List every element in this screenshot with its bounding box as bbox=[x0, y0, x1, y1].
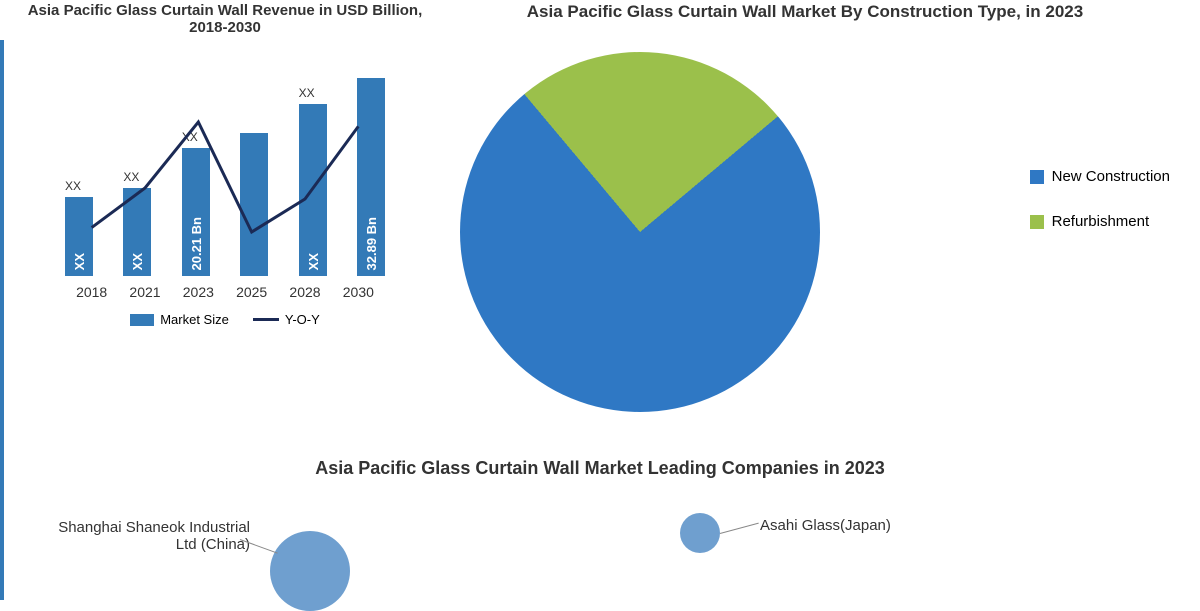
pie-legend-refurb-label: Refurbishment bbox=[1052, 213, 1150, 230]
bubble-title: Asia Pacific Glass Curtain Wall Market L… bbox=[20, 458, 1180, 479]
company-bubble bbox=[680, 513, 720, 553]
legend-yoy-label: Y-O-Y bbox=[285, 312, 320, 327]
legend-market-size: Market Size bbox=[130, 312, 229, 327]
x-tick-label: 2023 bbox=[174, 284, 222, 300]
company-label: Shanghai Shaneok Industrial Ltd (China) bbox=[50, 519, 250, 553]
legend-yoy: Y-O-Y bbox=[253, 312, 320, 327]
x-tick-label: 2021 bbox=[121, 284, 169, 300]
swatch-bar-icon bbox=[130, 314, 154, 326]
x-tick-label: 2030 bbox=[334, 284, 382, 300]
x-tick-label: 2025 bbox=[228, 284, 276, 300]
swatch-line-icon bbox=[253, 318, 279, 321]
bubble-chart: Shanghai Shaneok Industrial Ltd (China) A… bbox=[20, 491, 1180, 601]
swatch-refurb-icon bbox=[1030, 215, 1044, 229]
legend-market-size-label: Market Size bbox=[160, 312, 229, 327]
bar-chart-panel: Asia Pacific Glass Curtain Wall Revenue … bbox=[20, 0, 430, 450]
pie-legend-new: New Construction bbox=[1030, 168, 1170, 185]
bar-chart-title: Asia Pacific Glass Curtain Wall Revenue … bbox=[20, 2, 430, 36]
pie-wrap bbox=[460, 52, 820, 412]
company-label: Asahi Glass(Japan) bbox=[760, 517, 940, 534]
x-tick-label: 2028 bbox=[281, 284, 329, 300]
top-row: Asia Pacific Glass Curtain Wall Revenue … bbox=[20, 0, 1180, 450]
company-bubble bbox=[270, 531, 350, 611]
accent-bar bbox=[0, 40, 4, 600]
pie-chart-title: Asia Pacific Glass Curtain Wall Market B… bbox=[430, 2, 1180, 22]
bar-chart-legend: Market Size Y-O-Y bbox=[20, 312, 430, 327]
x-tick-label: 2018 bbox=[68, 284, 116, 300]
leader-line bbox=[720, 523, 759, 534]
bar-chart-area: XXXXXXXX20.21 BnXXXXXX32.89 Bn 201820212… bbox=[45, 56, 405, 306]
pie-chart bbox=[460, 52, 820, 412]
yoy-line bbox=[65, 56, 385, 276]
page: Asia Pacific Glass Curtain Wall Revenue … bbox=[0, 0, 1200, 601]
pie-legend: New Construction Refurbishment bbox=[1030, 140, 1170, 258]
pie-legend-refurb: Refurbishment bbox=[1030, 213, 1170, 230]
swatch-new-icon bbox=[1030, 170, 1044, 184]
yoy-line-path bbox=[92, 122, 359, 232]
pie-chart-panel: Asia Pacific Glass Curtain Wall Market B… bbox=[430, 0, 1180, 450]
pie-legend-new-label: New Construction bbox=[1052, 168, 1170, 185]
